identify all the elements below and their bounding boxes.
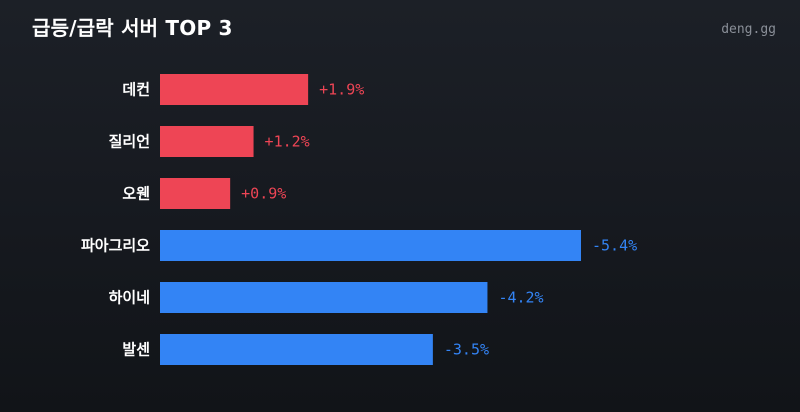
value-label: -5.4% — [592, 237, 637, 255]
bar — [160, 230, 581, 261]
value-label: -4.2% — [498, 289, 543, 307]
category-label: 파아그리오 — [81, 237, 150, 255]
category-label: 데컨 — [122, 81, 150, 99]
category-label: 오웬 — [122, 185, 150, 203]
value-label: -3.5% — [444, 341, 489, 359]
category-label: 질리언 — [109, 133, 150, 151]
bar — [160, 282, 488, 313]
bar — [160, 334, 433, 365]
value-label: +1.9% — [319, 81, 364, 99]
bar — [160, 178, 231, 209]
category-label: 하이네 — [109, 289, 150, 307]
value-label: +0.9% — [241, 185, 286, 203]
chart-title: 급등/급락 서버 TOP 3 — [32, 16, 233, 40]
bar — [160, 74, 309, 105]
category-label: 발센 — [122, 341, 150, 359]
value-label: +1.2% — [265, 133, 310, 151]
brand-label: deng.gg — [721, 22, 776, 37]
bar — [160, 126, 254, 157]
